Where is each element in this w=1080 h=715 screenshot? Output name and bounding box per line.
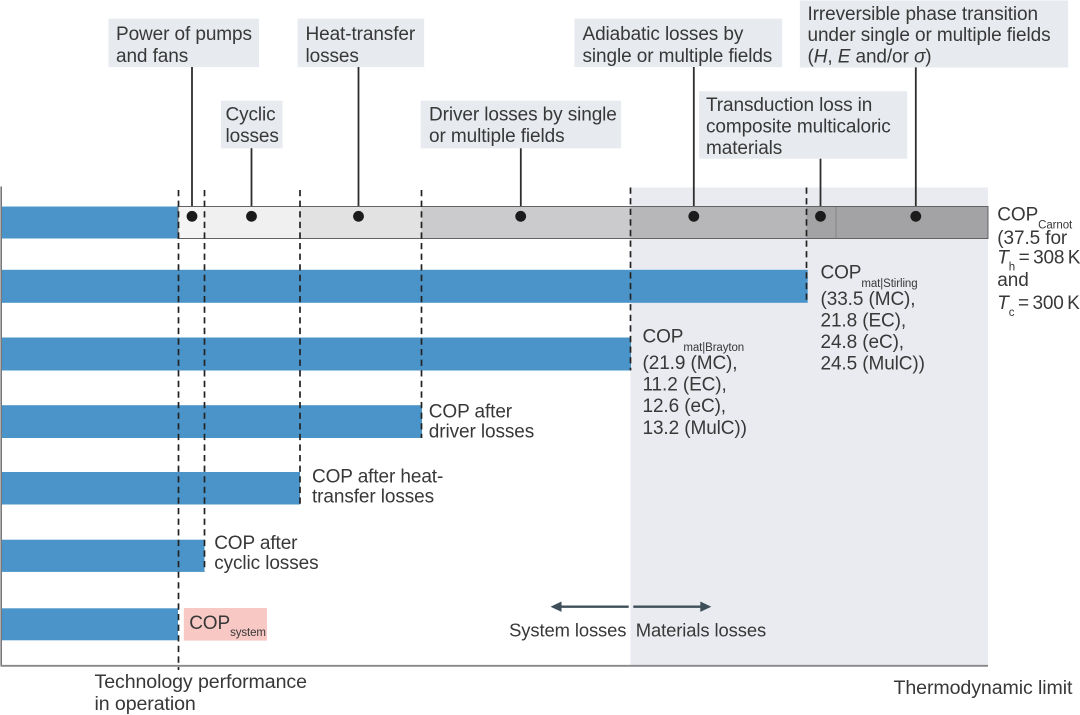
svg-text:System losses: System losses bbox=[509, 620, 626, 641]
svg-text:Th = 308 K: Th = 308 K bbox=[997, 248, 1080, 274]
svg-text:in operation: in operation bbox=[95, 693, 196, 715]
svg-text:losses: losses bbox=[226, 126, 279, 147]
svg-text:24.8 (eC),: 24.8 (eC), bbox=[821, 332, 904, 353]
svg-text:(H, E and/or σ): (H, E and/or σ) bbox=[808, 47, 932, 68]
svg-text:13.2 (MulC)): 13.2 (MulC)) bbox=[643, 418, 747, 439]
svg-text:Technology performance: Technology performance bbox=[95, 671, 308, 693]
svg-text:COP after: COP after bbox=[429, 401, 513, 422]
svg-text:single or multiple fields: single or multiple fields bbox=[583, 46, 773, 67]
svg-text:Materials losses: Materials losses bbox=[636, 620, 766, 641]
svg-text:COP after: COP after bbox=[214, 533, 298, 554]
svg-text:Adiabatic losses by: Adiabatic losses by bbox=[583, 24, 744, 45]
svg-text:and: and bbox=[997, 270, 1028, 291]
svg-text:(37.5 for: (37.5 for bbox=[997, 228, 1068, 249]
svg-text:and fans: and fans bbox=[116, 46, 188, 67]
svg-text:COP after heat-: COP after heat- bbox=[312, 467, 443, 488]
svg-text:11.2 (EC),: 11.2 (EC), bbox=[643, 375, 727, 396]
svg-text:Irreversible phase transition: Irreversible phase transition bbox=[808, 4, 1039, 25]
svg-text:transfer losses: transfer losses bbox=[312, 487, 434, 508]
svg-text:12.6 (eC),: 12.6 (eC), bbox=[643, 396, 726, 417]
svg-text:24.5 (MulC)): 24.5 (MulC)) bbox=[821, 354, 925, 375]
svg-text:driver losses: driver losses bbox=[429, 421, 534, 442]
svg-text:(33.5 (MC),: (33.5 (MC), bbox=[821, 289, 916, 310]
svg-text:Cyclic: Cyclic bbox=[226, 105, 276, 126]
svg-text:composite multicaloric: composite multicaloric bbox=[706, 117, 891, 138]
svg-text:Heat-transfer: Heat-transfer bbox=[306, 24, 416, 45]
svg-text:Tc = 300 K): Tc = 300 K) bbox=[997, 293, 1080, 319]
svg-text:Thermodynamic limit: Thermodynamic limit bbox=[894, 677, 1073, 699]
svg-text:materials: materials bbox=[706, 138, 782, 159]
svg-text:cyclic losses: cyclic losses bbox=[214, 553, 318, 574]
svg-text:21.8 (EC),: 21.8 (EC), bbox=[821, 311, 907, 332]
svg-text:Power of pumps: Power of pumps bbox=[116, 24, 252, 45]
svg-text:Transduction loss in: Transduction loss in bbox=[706, 95, 872, 116]
svg-text:or multiple fields: or multiple fields bbox=[429, 126, 564, 147]
svg-text:Driver losses by single: Driver losses by single bbox=[429, 105, 617, 126]
svg-text:under single or multiple field: under single or multiple fields bbox=[808, 25, 1051, 46]
svg-text:(21.9 (MC),: (21.9 (MC), bbox=[643, 353, 738, 374]
svg-text:losses: losses bbox=[306, 46, 359, 67]
